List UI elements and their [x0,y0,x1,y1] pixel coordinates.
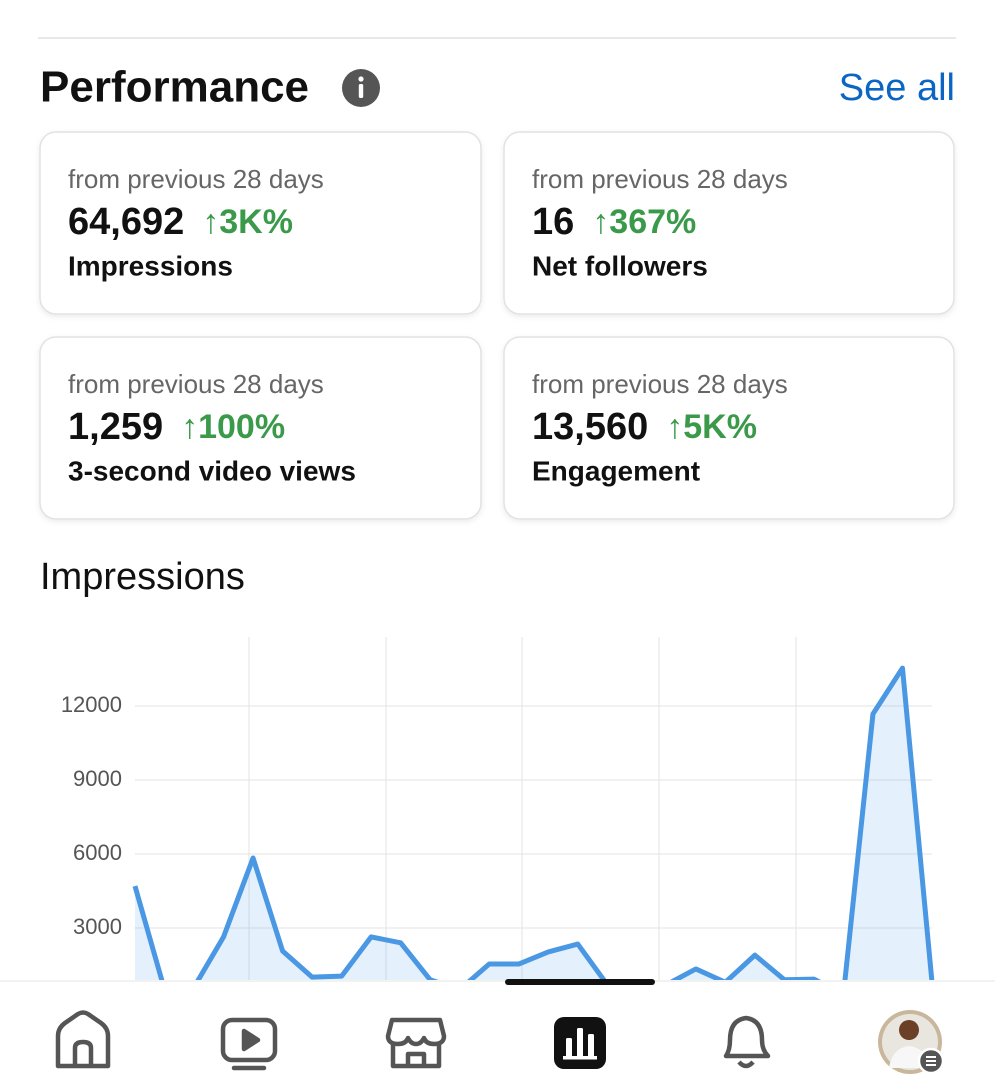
card-value: 1,259 [68,406,163,448]
card-background [503,336,955,520]
card-change: ↑367% [592,203,696,241]
chart-title: Impressions [40,556,245,598]
metric-card[interactable]: from previous 28 days 16 ↑367% Net follower… [503,131,955,315]
card-label: Impressions [68,250,233,281]
metric-card[interactable]: from previous 28 days 13,560 ↑5K% Engagemen… [503,336,955,520]
see-all-link[interactable]: See all [839,67,955,109]
card-label: Engagement [532,455,700,486]
card-background [503,131,955,315]
card-change: ↑100% [181,408,285,446]
metric-card[interactable]: from previous 28 days 64,692 ↑3K% Impressio… [39,131,482,315]
area-fill [135,668,932,980]
card-background [39,131,482,315]
y-tick-label: 9000 [73,766,122,791]
card-value: 16 [532,201,574,243]
card-label: 3-second video views [68,455,356,486]
y-tick-label: 6000 [73,840,122,865]
active-indicator [505,979,655,985]
bottom-nav [0,979,995,1080]
section-title: Performance [40,63,309,112]
card-value: 64,692 [68,201,184,243]
card-subtitle: from previous 28 days [68,369,324,399]
profile-avatar[interactable] [878,1010,945,1075]
nav-background [0,981,995,1080]
info-icon[interactable] [342,69,380,107]
card-change: ↑3K% [202,203,293,241]
card-value: 13,560 [532,406,648,448]
y-tick-label: 3000 [73,914,122,939]
line [132,665,935,980]
card-background [39,336,482,520]
y-tick-label: 12000 [61,692,122,717]
card-change: ↑5K% [666,408,757,446]
card-subtitle: from previous 28 days [68,164,324,194]
video-icon[interactable] [220,1017,278,1071]
store-icon[interactable] [385,1017,447,1069]
card-subtitle: from previous 28 days [532,369,788,399]
analytics-icon[interactable] [554,1017,606,1069]
metric-card[interactable]: from previous 28 days 1,259 ↑100% 3-second … [39,336,482,520]
card-subtitle: from previous 28 days [532,164,788,194]
home-icon[interactable] [55,1010,111,1069]
notifications-icon[interactable] [723,1015,771,1069]
card-label: Net followers [532,250,708,281]
plot [132,665,935,980]
